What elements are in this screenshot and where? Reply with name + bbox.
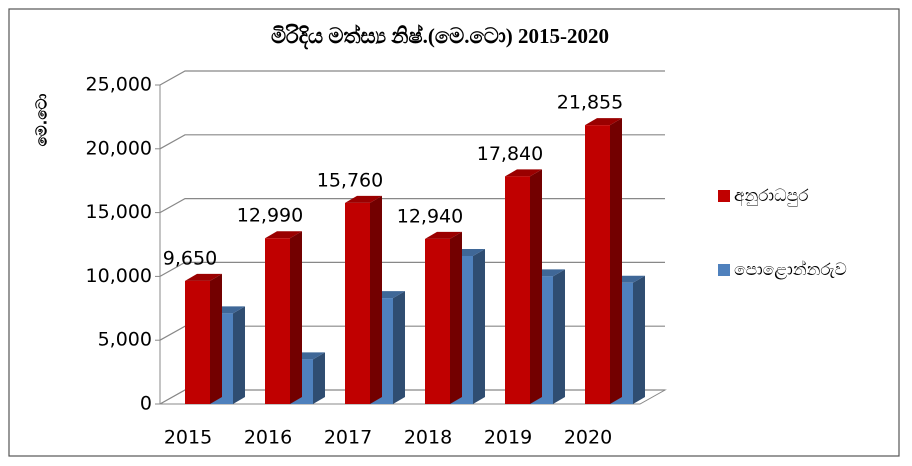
data-label: 9,650 xyxy=(163,247,217,269)
bar-top xyxy=(505,169,542,177)
bar-top xyxy=(585,118,622,126)
x-tick-label: 2015 xyxy=(164,427,212,449)
bar-top xyxy=(425,231,462,239)
y-tick-label: 0 xyxy=(140,393,152,415)
y-tick-label: 25,000 xyxy=(86,74,152,96)
bar-front xyxy=(425,238,450,404)
bar-front xyxy=(265,238,290,404)
chart-title: මිරිදිය මත්ස්‍ය නිෂ්.(මෙ.ටො) 2015-2020 xyxy=(271,24,609,50)
x-tick-label: 2020 xyxy=(564,427,612,449)
data-label: 12,990 xyxy=(237,205,303,227)
legend-swatch xyxy=(718,190,730,202)
data-label: 12,940 xyxy=(397,205,463,227)
data-label: 17,840 xyxy=(477,143,543,165)
bar-side xyxy=(610,118,622,405)
bar xyxy=(585,118,622,405)
bar-front xyxy=(185,280,210,404)
grid-line xyxy=(159,70,665,86)
x-tick-label: 2019 xyxy=(484,427,532,449)
bar xyxy=(185,273,222,404)
x-tick-label: 2017 xyxy=(324,427,372,449)
y-tick-label: 10,000 xyxy=(86,265,152,287)
bar-front xyxy=(585,125,610,405)
data-label: 21,855 xyxy=(557,92,623,114)
bar-front xyxy=(505,176,530,404)
bar-side xyxy=(633,275,645,404)
x-tick-label: 2018 xyxy=(404,427,452,449)
bar-side xyxy=(393,291,405,404)
bar xyxy=(425,231,462,404)
legend-swatch xyxy=(718,264,730,276)
bar-side xyxy=(233,306,245,404)
legend-label: අනුරාධපුර xyxy=(734,186,809,207)
y-tick-label: 15,000 xyxy=(86,201,152,223)
x-tick-label: 2016 xyxy=(244,427,292,449)
grid-line xyxy=(159,134,665,150)
bar-side xyxy=(473,248,485,404)
bar-side xyxy=(370,195,382,404)
legend-label: පොළොන්නරුව xyxy=(734,260,847,280)
y-tick-label: 20,000 xyxy=(86,137,152,159)
data-label: 15,760 xyxy=(317,169,383,191)
bar-top xyxy=(345,195,382,203)
bar-side xyxy=(313,352,325,404)
bar-side xyxy=(290,231,302,404)
bar-side xyxy=(450,231,462,404)
bar-side xyxy=(553,269,565,404)
bar xyxy=(345,195,382,404)
bar-side xyxy=(530,169,542,404)
bar-side xyxy=(210,273,222,404)
bar xyxy=(505,169,542,404)
bar-front xyxy=(345,202,370,404)
bar-top xyxy=(185,273,222,281)
bar xyxy=(265,231,302,404)
y-tick-label: 5,000 xyxy=(98,329,152,351)
y-axis-label: මෙ.ටො xyxy=(33,94,51,147)
bar-top xyxy=(265,231,302,239)
